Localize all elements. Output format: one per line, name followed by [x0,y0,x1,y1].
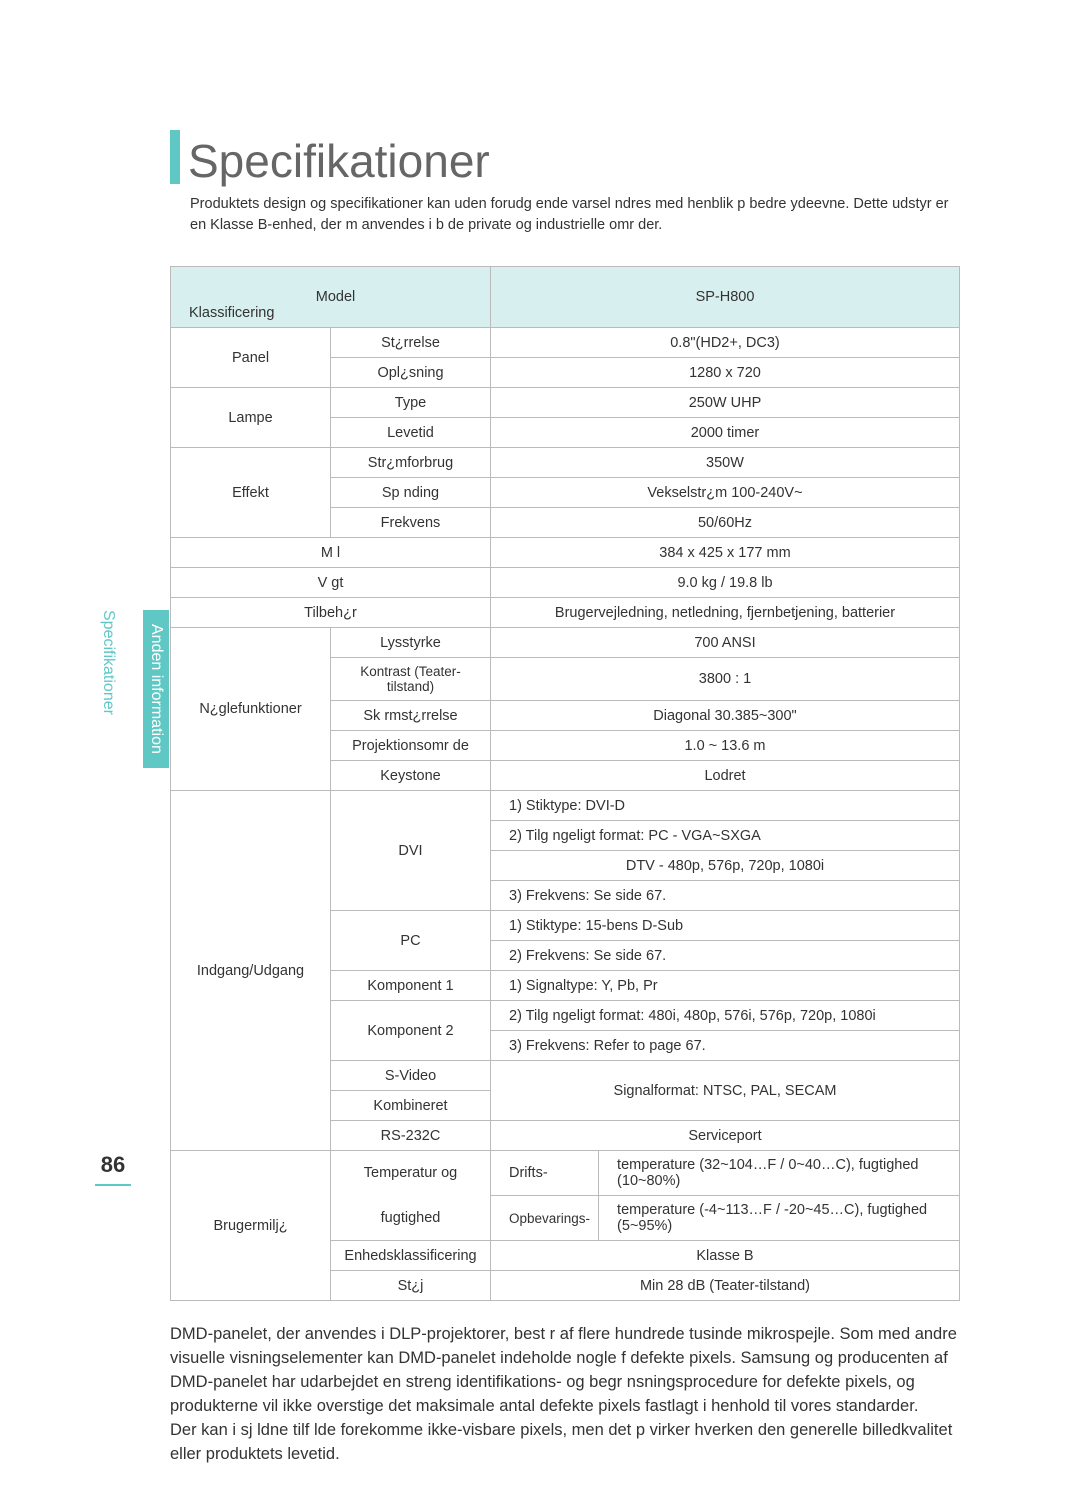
row-sublabel: Str¿mforbrug [331,448,491,478]
row-value: 0.8"(HD2+, DC3) [491,328,960,358]
row-label: Effekt [171,448,331,538]
row-value: Vekselstr¿m 100-240V~ [491,478,960,508]
row-value: 3) Frekvens: Se side 67. [491,881,960,911]
row-sublabel: DVI [331,791,491,911]
accent-bar [170,130,180,184]
row-label: Indgang/Udgang [171,791,331,1151]
row-sublabel: Projektionsomr de [331,731,491,761]
row-sublabel: Komponent 1 [331,971,491,1001]
row-value: 2000 timer [491,418,960,448]
header-class: Klassificering [189,305,482,321]
intro-text: Produktets design og specifikationer kan… [190,194,960,236]
row-value: 2) Tilg ngeligt format: 480i, 480p, 576i… [491,1001,960,1031]
row-label: V gt [171,568,491,598]
row-sublabel: Levetid [331,418,491,448]
row-value: 350W [491,448,960,478]
row-sublabel: Drifts- [491,1151,599,1196]
row-sublabel: Lysstyrke [331,628,491,658]
row-value: 2) Frekvens: Se side 67. [491,941,960,971]
row-label: Lampe [171,388,331,448]
row-value: Klasse B [491,1241,960,1271]
row-label: N¿glefunktioner [171,628,331,791]
row-sublabel: St¿j [331,1271,491,1301]
row-value: 250W UHP [491,388,960,418]
row-value: 1) Signaltype: Y, Pb, Pr [491,971,960,1001]
row-value: 50/60Hz [491,508,960,538]
row-value: Diagonal 30.385~300" [491,701,960,731]
row-sublabel: Opbevarings- [491,1196,599,1241]
row-sublabel: Komponent 2 [331,1001,491,1061]
row-sublabel: Sp nding [331,478,491,508]
row-value: temperature (-4~113…F / -20~45…C), fugti… [599,1196,960,1241]
table-header: Model Klassificering SP-H800 [171,267,960,328]
row-sublabel: RS-232C [331,1121,491,1151]
page-title: Specifikationer [188,138,490,184]
row-sublabel: Type [331,388,491,418]
row-sublabel: Enhedsklassificering [331,1241,491,1271]
row-value: 3) Frekvens: Refer to page 67. [491,1031,960,1061]
header-model: Model [189,289,482,305]
row-sublabel: Sk rmst¿rrelse [331,701,491,731]
title-row: Specifikationer [170,130,960,184]
row-value: 1280 x 720 [491,358,960,388]
row-value: 384 x 425 x 177 mm [491,538,960,568]
row-label: Tilbeh¿r [171,598,491,628]
row-sublabel: Kombineret [331,1091,491,1121]
row-value: Lodret [491,761,960,791]
row-value: 1) Stiktype: 15-bens D-Sub [491,911,960,941]
row-sublabel: fugtighed [331,1196,491,1241]
row-label: Panel [171,328,331,388]
row-value: 1.0 ~ 13.6 m [491,731,960,761]
row-sublabel: Opl¿sning [331,358,491,388]
row-value: 1) Stiktype: DVI-D [491,791,960,821]
body-paragraph-2: Der kan i sj ldne tilf lde forekomme ikk… [170,1419,960,1467]
row-sublabel: Keystone [331,761,491,791]
row-label: M l [171,538,491,568]
row-value: Min 28 dB (Teater-tilstand) [491,1271,960,1301]
row-value: temperature (32~104…F / 0~40…C), fugtigh… [599,1151,960,1196]
row-value: 9.0 kg / 19.8 lb [491,568,960,598]
row-value: DTV - 480p, 576p, 720p, 1080i [491,851,960,881]
row-sublabel: St¿rrelse [331,328,491,358]
row-sublabel: S-Video [331,1061,491,1091]
row-value: 700 ANSI [491,628,960,658]
row-value: 3800 : 1 [491,658,960,701]
row-sublabel: PC [331,911,491,971]
row-value: 2) Tilg ngeligt format: PC - VGA~SXGA [491,821,960,851]
header-value: SP-H800 [491,267,960,328]
row-label: Brugermilj¿ [171,1151,331,1301]
body-paragraph-1: DMD-panelet, der anvendes i DLP-projekto… [170,1323,960,1419]
row-sublabel: Kontrast (Teater-tilstand) [331,658,491,701]
row-value: Brugervejledning, netledning, fjernbetje… [491,598,960,628]
row-value: Serviceport [491,1121,960,1151]
row-sublabel: Temperatur og [331,1151,491,1196]
row-sublabel: Frekvens [331,508,491,538]
row-value: Signalformat: NTSC, PAL, SECAM [491,1061,960,1121]
spec-table: Model Klassificering SP-H800 PanelSt¿rre… [170,266,960,1301]
